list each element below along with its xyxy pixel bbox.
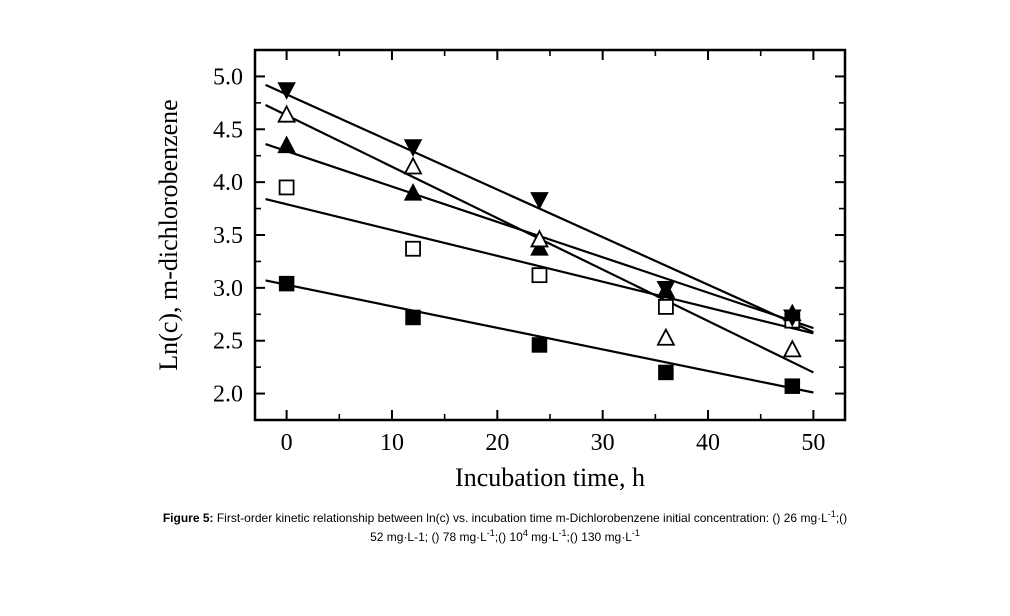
caption-t2b: ;() 10 — [495, 530, 523, 544]
figure-caption: Figure 5: First-order kinetic relationsh… — [125, 508, 885, 547]
svg-text:50: 50 — [801, 430, 825, 456]
caption-t1: First-order kinetic relationship between… — [214, 511, 828, 525]
svg-text:Ln(c), m-dichlorobenzene: Ln(c), m-dichlorobenzene — [154, 99, 183, 370]
svg-text:Incubation time, h: Incubation time, h — [455, 463, 645, 490]
svg-text:2.0: 2.0 — [213, 382, 243, 408]
caption-t2a: 52 mg·L-1; () 78 mg·L — [370, 530, 487, 544]
svg-text:30: 30 — [591, 430, 615, 456]
caption-sup4: -1 — [632, 528, 640, 538]
svg-text:4.0: 4.0 — [213, 170, 243, 196]
caption-t2d: ;() 130 mg·L — [567, 530, 632, 544]
caption-sup2: -1 — [487, 528, 495, 538]
svg-text:0: 0 — [281, 430, 293, 456]
svg-text:3.5: 3.5 — [213, 223, 243, 249]
svg-text:4.5: 4.5 — [213, 117, 243, 143]
svg-text:2.5: 2.5 — [213, 329, 243, 355]
caption-tail1: ;() — [836, 511, 847, 525]
kinetic-chart: 0 10 20 30 40 50 2.0 2.5 3.0 3.5 4.0 4.5 5.0 Incubati… — [125, 20, 885, 490]
svg-text:3.0: 3.0 — [213, 276, 243, 302]
caption-label: Figure 5: — [163, 511, 214, 525]
caption-sup1: -1 — [828, 509, 836, 519]
caption-sup3: -1 — [559, 528, 567, 538]
caption-t2c: mg·L — [528, 530, 559, 544]
svg-text:20: 20 — [485, 430, 509, 456]
svg-text:10: 10 — [380, 430, 404, 456]
svg-text:5.0: 5.0 — [213, 64, 243, 90]
svg-text:40: 40 — [696, 430, 720, 456]
